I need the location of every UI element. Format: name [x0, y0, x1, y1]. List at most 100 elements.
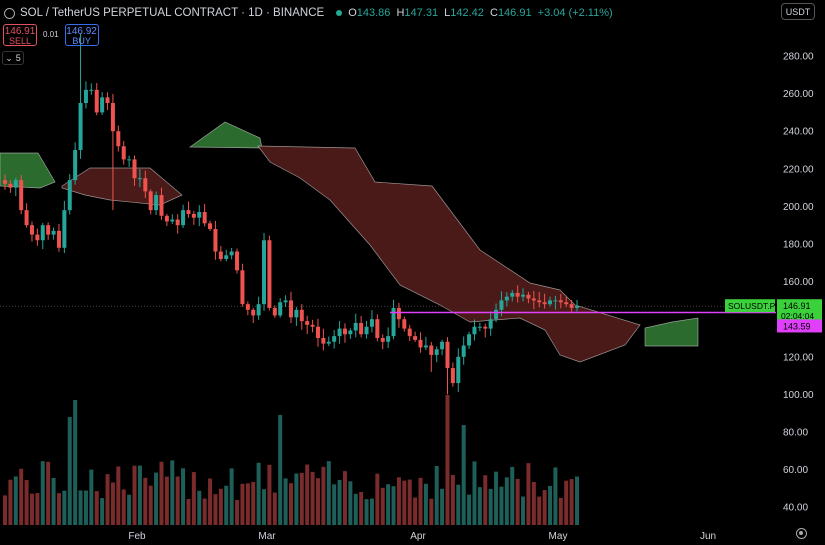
candle-body — [83, 89, 88, 103]
volume-bar — [202, 498, 207, 525]
candle-body — [283, 300, 288, 303]
volume-bar — [310, 471, 315, 525]
volume-bar — [13, 476, 18, 525]
price-tick-label: 80.00 — [783, 428, 808, 439]
low-value: 142.42 — [450, 7, 484, 19]
volume-bar — [504, 477, 509, 525]
volume-bars — [3, 395, 579, 525]
candle-body — [235, 251, 240, 271]
volume-bar — [407, 479, 412, 525]
symbol-tag-label: SOLUSDT.P — [728, 301, 776, 311]
candle-body — [407, 328, 412, 337]
candle-body — [569, 304, 574, 308]
volume-bar — [175, 476, 180, 525]
volume-bar — [332, 484, 337, 525]
candle-body — [143, 178, 148, 192]
candle-body — [315, 326, 320, 338]
volume-bar — [105, 474, 110, 525]
candle-body — [564, 302, 569, 305]
candle-body — [386, 336, 391, 342]
chevron-down-icon: ⌄ — [5, 52, 13, 63]
candle-body — [245, 304, 250, 310]
candle-body — [326, 341, 331, 344]
candle-body — [515, 292, 520, 297]
volume-bar — [3, 495, 7, 525]
gear-icon[interactable] — [796, 528, 807, 539]
candle-body — [461, 345, 466, 357]
candle-body — [46, 225, 51, 235]
candle-body — [8, 183, 13, 188]
price-tick-label: 220.00 — [783, 164, 814, 175]
volume-bar — [553, 467, 558, 525]
ichimoku-cloud — [0, 121, 699, 363]
volume-bar — [186, 499, 191, 525]
volume-bar — [256, 462, 261, 525]
price-axis: 280.00 260.00 240.00 220.00 200.00 180.00 160.… — [783, 52, 814, 514]
volume-bar — [267, 464, 272, 525]
candle-body — [342, 328, 347, 335]
volume-bar — [440, 488, 445, 525]
volume-bar — [294, 473, 299, 525]
volume-bar — [483, 475, 488, 525]
cloud-bull-segment — [644, 317, 699, 347]
volume-bar — [181, 468, 186, 525]
price-tick-label: 180.00 — [783, 240, 814, 251]
chart-title: SOL / TetherUS PERPETUAL CONTRACT · 1D ·… — [20, 7, 325, 19]
volume-bar — [19, 468, 24, 525]
price-tick-label: 120.00 — [783, 352, 814, 363]
candle-body — [488, 319, 493, 329]
volume-bar — [62, 490, 67, 525]
volume-bar — [418, 477, 423, 525]
volume-bar — [558, 497, 563, 525]
candle-body — [445, 341, 450, 369]
volume-bar — [143, 477, 148, 525]
buy-price: 146.92 — [66, 26, 97, 37]
countdown-value: 02:04:04 — [781, 311, 814, 321]
candle-body — [148, 191, 153, 211]
volume-bar — [148, 485, 153, 525]
candle-body — [19, 180, 24, 211]
volume-bar — [531, 482, 536, 525]
candle-body — [440, 341, 445, 350]
candle-body — [558, 300, 563, 303]
candle-body — [575, 306, 579, 308]
symbol-tag — [725, 299, 775, 313]
volume-bar — [89, 469, 94, 525]
candle-body — [391, 307, 396, 337]
volume-bar — [159, 461, 164, 525]
candles — [3, 33, 579, 395]
currency-selector[interactable]: USDT — [781, 3, 815, 20]
volume-bar — [121, 489, 126, 525]
sell-price: 146.91 — [4, 26, 36, 37]
volume-bar — [51, 477, 56, 525]
volume-bar — [375, 473, 380, 525]
volume-bar — [488, 488, 493, 525]
candle-body — [299, 309, 304, 322]
candle-body — [40, 225, 45, 241]
volume-bar — [472, 461, 477, 525]
volume-bar — [100, 498, 105, 525]
volume-bar — [386, 484, 391, 525]
volume-bar — [29, 493, 34, 525]
change-value: +3.04 (+2.11%) — [537, 7, 613, 19]
cloud-bear-segment — [257, 145, 641, 363]
price-tick-label: 280.00 — [783, 52, 814, 63]
indicator-count: 5 — [15, 53, 21, 63]
volume-bar — [494, 471, 499, 525]
candle-body — [29, 225, 34, 235]
candle-body — [164, 215, 169, 222]
indicators-toggle[interactable]: ⌄ 5 — [2, 51, 24, 65]
candle-body — [510, 292, 515, 297]
buy-button[interactable]: 146.92 BUY — [64, 24, 99, 46]
candle-body — [477, 326, 482, 328]
volume-bar — [515, 478, 520, 525]
candle-body — [13, 180, 18, 188]
volume-bar — [235, 499, 240, 525]
candle-body — [423, 345, 428, 348]
price-tick-label: 200.00 — [783, 202, 814, 213]
candle-body — [35, 234, 40, 241]
marker-price-tag — [777, 319, 822, 333]
sell-button[interactable]: 146.91 SELL — [3, 24, 37, 46]
